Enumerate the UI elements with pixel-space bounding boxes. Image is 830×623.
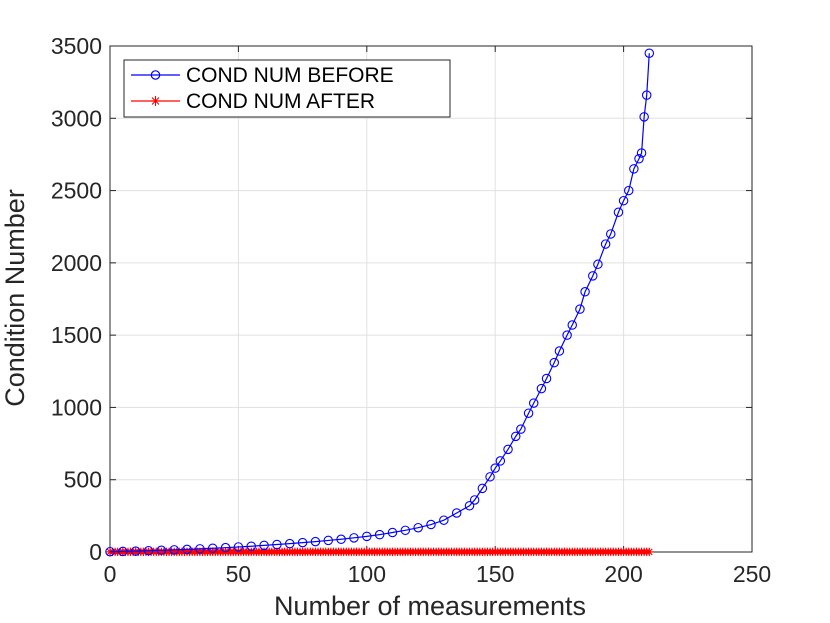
point-cond-num-before xyxy=(536,383,547,394)
point-cond-num-before xyxy=(629,164,639,174)
point-cond-num-before xyxy=(477,483,488,494)
point-cond-num-before xyxy=(118,546,128,557)
point-cond-num-before xyxy=(490,463,500,473)
point-cond-num-before xyxy=(323,535,334,546)
point-cond-num-before xyxy=(349,533,359,543)
point-cond-num-before xyxy=(130,546,141,556)
point-cond-num-before xyxy=(575,304,585,314)
point-cond-num-before xyxy=(362,531,372,542)
point-cond-num-before xyxy=(259,540,269,551)
y-tick-label: 3500 xyxy=(51,33,102,59)
legend: COND NUM BEFORE COND NUM AFTER xyxy=(123,59,451,118)
point-cond-num-before xyxy=(413,522,423,533)
point-cond-num-before xyxy=(541,373,552,384)
point-cond-num-before xyxy=(618,195,629,206)
point-cond-num-before xyxy=(641,90,652,100)
plot-box xyxy=(109,45,753,553)
legend-label-after: COND NUM AFTER xyxy=(186,90,375,113)
y-axis-title: Condition Number xyxy=(0,189,30,407)
point-cond-num-before xyxy=(387,527,398,538)
point-cond-num-before xyxy=(207,543,218,553)
point-cond-num-before xyxy=(634,154,644,164)
legend-label-before: COND NUM BEFORE xyxy=(186,64,394,87)
point-cond-num-before xyxy=(503,444,513,455)
x-tick-label: 0 xyxy=(104,561,117,587)
point-cond-num-before xyxy=(451,508,462,518)
point-cond-num-before xyxy=(272,539,282,550)
point-cond-num-before xyxy=(593,259,603,270)
y-tick-label: 1500 xyxy=(51,322,102,348)
point-cond-num-before xyxy=(464,500,475,511)
point-cond-num-before xyxy=(528,398,539,408)
point-cond-num-before xyxy=(523,408,534,418)
point-cond-num-before xyxy=(549,357,560,368)
point-cond-num-before xyxy=(606,229,616,239)
legend-box xyxy=(123,59,451,118)
point-cond-num-before xyxy=(233,542,244,552)
point-cond-num-before xyxy=(623,185,634,196)
point-cond-num-after xyxy=(645,547,654,557)
x-tick-label: 150 xyxy=(476,561,514,587)
point-cond-num-before xyxy=(562,330,572,340)
point-cond-num-before xyxy=(220,542,231,553)
legend-marker-before xyxy=(150,70,161,80)
series-line-cond-num-before xyxy=(109,53,650,553)
series-layer xyxy=(105,48,655,557)
point-cond-num-before xyxy=(613,207,624,218)
point-cond-num-before xyxy=(310,536,321,547)
point-cond-num-before xyxy=(105,546,115,557)
point-cond-num-before xyxy=(644,48,655,58)
point-cond-num-before xyxy=(439,515,449,525)
point-cond-num-before xyxy=(195,544,205,554)
point-cond-num-before xyxy=(588,271,598,281)
point-cond-num-before xyxy=(426,519,436,530)
y-ticks: 0 500 1000 1500 2000 2500 3000 3500 xyxy=(51,33,752,565)
y-tick-label: 2500 xyxy=(51,178,102,204)
point-cond-num-before xyxy=(516,424,526,434)
y-tick-label: 2000 xyxy=(51,250,102,276)
point-cond-num-before xyxy=(374,529,385,540)
point-cond-num-before xyxy=(554,346,565,356)
x-tick-label: 50 xyxy=(226,561,252,587)
grid xyxy=(110,46,752,552)
plot-frame xyxy=(109,45,753,553)
point-cond-num-before xyxy=(246,541,256,551)
y-tick-label: 500 xyxy=(64,467,102,493)
x-axis-title: Number of measurements xyxy=(274,591,586,621)
y-tick-label: 0 xyxy=(89,539,102,565)
x-tick-label: 250 xyxy=(733,561,771,587)
y-tick-label: 3000 xyxy=(51,105,102,131)
point-cond-num-before xyxy=(469,495,480,505)
point-cond-num-before xyxy=(285,538,295,549)
point-cond-num-before xyxy=(336,534,346,545)
point-cond-num-before xyxy=(639,112,649,122)
point-cond-num-before xyxy=(400,525,411,536)
x-ticks: 0 50 100 150 200 250 xyxy=(104,46,771,587)
point-cond-num-before xyxy=(182,544,192,555)
legend-marker-after xyxy=(150,96,161,106)
point-cond-num-before xyxy=(600,239,611,249)
y-tick-label: 1000 xyxy=(51,394,102,420)
point-cond-num-before xyxy=(143,545,154,556)
point-cond-num-before xyxy=(297,537,308,548)
point-cond-num-before xyxy=(567,320,577,330)
point-cond-num-before xyxy=(156,545,167,556)
point-cond-num-before xyxy=(495,456,506,466)
x-tick-label: 100 xyxy=(348,561,386,587)
point-cond-num-before xyxy=(485,472,495,482)
point-cond-num-before xyxy=(636,148,647,158)
point-cond-num-before xyxy=(580,287,590,297)
point-cond-num-before xyxy=(169,545,179,555)
x-tick-label: 200 xyxy=(604,561,642,587)
point-cond-num-before xyxy=(510,431,521,442)
legend-star xyxy=(150,96,161,106)
